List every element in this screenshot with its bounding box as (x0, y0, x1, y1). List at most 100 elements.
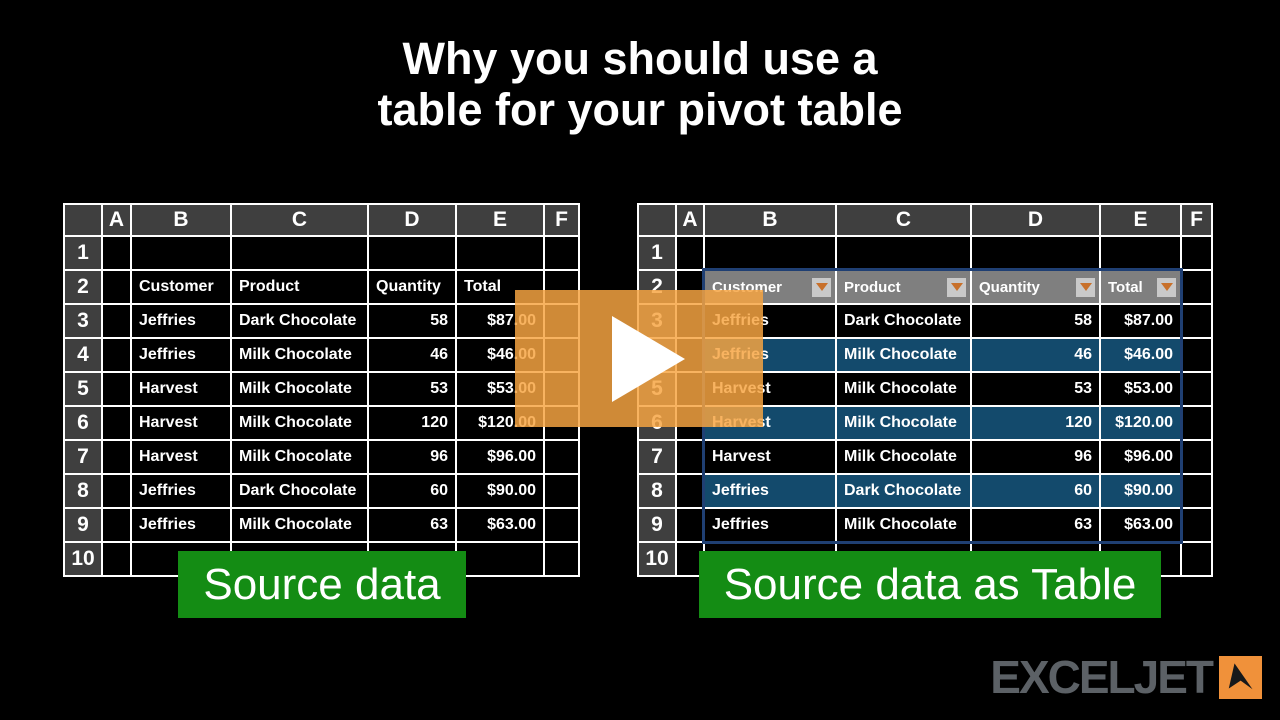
customer-cell: Harvest (132, 407, 230, 439)
row-header-6: 6 (65, 407, 101, 439)
col-header-A: A (103, 205, 130, 235)
filter-dropdown-icon (1157, 277, 1176, 297)
row-header-3: 3 (65, 305, 101, 337)
quantity-cell: 96 (369, 441, 455, 473)
cell-A6 (103, 407, 130, 439)
field-header-cell: Customer (132, 271, 230, 303)
col-header-F: F (1182, 205, 1211, 235)
empty-cell (972, 237, 1099, 269)
row-header-4: 4 (65, 339, 101, 371)
product-cell: Dark Chocolate (837, 305, 970, 337)
product-cell: Dark Chocolate (837, 475, 970, 507)
cell-A7 (103, 441, 130, 473)
product-cell: Milk Chocolate (837, 373, 970, 405)
customer-cell: Jeffries (705, 475, 835, 507)
col-header-B: B (132, 205, 230, 235)
quantity-cell: 120 (369, 407, 455, 439)
product-cell: Dark Chocolate (232, 305, 367, 337)
page-title-line2: table for your pivot table (377, 83, 903, 135)
cell-F10 (1182, 543, 1211, 575)
row-header-10: 10 (639, 543, 675, 575)
quantity-cell: 120 (972, 407, 1099, 439)
cell-A7 (677, 441, 703, 473)
customer-cell: Harvest (132, 373, 230, 405)
row-header-1: 1 (65, 237, 101, 269)
empty-cell (1101, 237, 1180, 269)
quantity-cell: 63 (369, 509, 455, 541)
table-header-label: Total (1108, 278, 1143, 296)
quantity-cell: 53 (972, 373, 1099, 405)
quantity-cell: 96 (972, 441, 1099, 473)
cell-A2 (103, 271, 130, 303)
table-header-cell: Quantity (972, 271, 1099, 303)
row-header-8: 8 (639, 475, 675, 507)
product-cell: Milk Chocolate (837, 407, 970, 439)
field-header-cell: Total (457, 271, 543, 303)
video-play-button[interactable] (515, 290, 763, 427)
spreadsheet-source-data: A B C D E F 1 2 Customer Product Quantity Total 3 Jef… (63, 203, 580, 577)
customer-cell: Harvest (705, 441, 835, 473)
total-cell: $96.00 (1101, 441, 1180, 473)
field-header-cell: Quantity (369, 271, 455, 303)
field-header-cell: Product (232, 271, 367, 303)
col-header-A: A (677, 205, 703, 235)
product-cell: Milk Chocolate (232, 509, 367, 541)
product-cell: Milk Chocolate (232, 373, 367, 405)
row-header-8: 8 (65, 475, 101, 507)
empty-cell (837, 237, 970, 269)
table-header-label: Quantity (979, 278, 1040, 296)
empty-cell (457, 237, 543, 269)
col-header-C: C (837, 205, 970, 235)
customer-cell: Jeffries (132, 475, 230, 507)
total-cell: $46.00 (1101, 339, 1180, 371)
total-cell: $53.00 (1101, 373, 1180, 405)
cell-F4 (1182, 339, 1211, 371)
cell-A1 (677, 237, 703, 269)
total-cell: $63.00 (1101, 509, 1180, 541)
page-title: Why you should use a table for your pivo… (0, 33, 1280, 136)
product-cell: Milk Chocolate (837, 509, 970, 541)
row-header-9: 9 (639, 509, 675, 541)
cell-F5 (1182, 373, 1211, 405)
total-cell: $120.00 (1101, 407, 1180, 439)
cell-F7 (1182, 441, 1211, 473)
empty-cell (705, 237, 835, 269)
col-header-E: E (1101, 205, 1180, 235)
cell-F2 (1182, 271, 1211, 303)
cell-F9 (1182, 509, 1211, 541)
quantity-cell: 60 (369, 475, 455, 507)
play-triangle-icon (612, 315, 685, 402)
customer-cell: Harvest (132, 441, 230, 473)
cell-F1 (545, 237, 578, 269)
row-header-10: 10 (65, 543, 101, 575)
table-header-label: Product (844, 278, 901, 296)
cell-A5 (103, 373, 130, 405)
product-cell: Milk Chocolate (232, 339, 367, 371)
row-header-7: 7 (639, 441, 675, 473)
empty-cell (457, 543, 543, 575)
product-cell: Milk Chocolate (837, 339, 970, 371)
total-cell: $96.00 (457, 441, 543, 473)
total-cell: $90.00 (1101, 475, 1180, 507)
quantity-cell: 53 (369, 373, 455, 405)
total-cell: $90.00 (457, 475, 543, 507)
source-data-label: Source data (178, 551, 466, 618)
customer-cell: Jeffries (705, 509, 835, 541)
quantity-cell: 58 (972, 305, 1099, 337)
cell-A4 (103, 339, 130, 371)
quantity-cell: 58 (369, 305, 455, 337)
filter-arrow-icon (950, 283, 963, 291)
filter-dropdown-icon (1076, 277, 1095, 297)
filter-arrow-icon (1079, 283, 1092, 291)
corner-cell (639, 205, 675, 235)
quantity-cell: 60 (972, 475, 1099, 507)
source-data-as-table-label: Source data as Table (699, 551, 1161, 618)
quantity-cell: 63 (972, 509, 1099, 541)
cell-A1 (103, 237, 130, 269)
row-header-7: 7 (65, 441, 101, 473)
cell-A9 (677, 509, 703, 541)
row-header-5: 5 (65, 373, 101, 405)
quantity-cell: 46 (369, 339, 455, 371)
cell-A3 (103, 305, 130, 337)
